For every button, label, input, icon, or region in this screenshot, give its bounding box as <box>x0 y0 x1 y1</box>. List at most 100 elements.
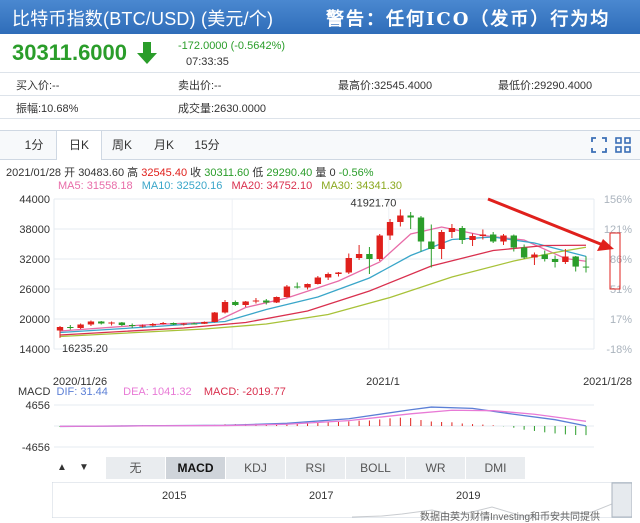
pct-tick-label: -18% <box>606 344 632 356</box>
candle-body <box>139 325 146 327</box>
tab-monthly[interactable]: 月K <box>153 138 174 152</box>
candle-body <box>397 215 404 222</box>
candle-body <box>324 274 332 278</box>
ohlc-high: 32545.40 <box>141 167 188 179</box>
x-tick-label: 2020/11/26 <box>53 376 107 388</box>
indicator-button-0[interactable]: 无 <box>106 457 166 479</box>
dif-label: DIF: 31.44 <box>56 386 108 398</box>
indicator-button-5[interactable]: WR <box>406 457 466 479</box>
scroll-down-button[interactable]: ▼ <box>79 462 89 473</box>
grid-settings-icon[interactable] <box>614 136 632 154</box>
min-price-annotation: 16235.20 <box>62 343 108 355</box>
indicator-button-3[interactable]: RSI <box>286 457 346 479</box>
candle-body <box>118 322 126 325</box>
ohlc-open: 30483.60 <box>78 167 125 179</box>
x-tick-label: 2021/1 <box>366 376 400 388</box>
tab-daily[interactable]: 日K <box>56 131 102 160</box>
indicator-button-1[interactable]: MACD <box>166 457 226 479</box>
candle-body <box>376 235 383 259</box>
volume: 成交量:2630.0000 <box>178 103 267 115</box>
ma20-label: MA20: 34752.10 <box>231 180 313 192</box>
candle-body <box>67 327 74 328</box>
macd-label: MACD <box>18 386 51 398</box>
candle-body <box>283 286 291 297</box>
candle-body <box>149 324 157 326</box>
ohlc-readout: 2021/01/28 开 30483.60 高 32545.40 收 30311… <box>6 164 373 180</box>
ma5-label: MA5: 31558.18 <box>58 180 133 192</box>
candle-body <box>355 254 363 258</box>
indicator-button-2[interactable]: KDJ <box>226 457 286 479</box>
candle-body <box>407 215 414 218</box>
y-tick-label: 32000 <box>19 254 50 266</box>
candle-body <box>469 236 476 240</box>
candle-body <box>128 325 136 326</box>
dif-line <box>59 406 587 428</box>
candle-body <box>551 259 559 262</box>
y-tick-label: 14000 <box>19 344 50 356</box>
macd-y-tick: -4656 <box>22 442 50 453</box>
tab-weekly[interactable]: 周K <box>111 138 132 152</box>
ohlc-open-label: 开 <box>64 167 76 179</box>
pct-tick-label: 156% <box>604 194 632 206</box>
price-change: -172.0000 (-0.5642%) <box>178 40 286 52</box>
ma30-line <box>59 246 587 338</box>
high-price: 最高价:32545.4000 <box>338 80 433 92</box>
candle-body <box>211 312 218 322</box>
candle-body <box>345 258 352 273</box>
candle-body <box>180 323 187 325</box>
ma10-label: MA10: 32520.16 <box>141 180 223 192</box>
candle-body <box>572 256 579 267</box>
x-tick-label: 2021/1/28 <box>583 376 632 388</box>
last-price: 30311.6000 <box>12 40 128 65</box>
ohlc-low: 29290.40 <box>266 167 313 179</box>
tab-15min[interactable]: 15分 <box>194 138 220 152</box>
candle-body <box>500 235 507 242</box>
candle-body <box>108 322 115 324</box>
ma30-label: MA30: 34341.30 <box>321 180 403 192</box>
y-tick-label: 44000 <box>19 194 50 206</box>
ohlc-high-label: 高 <box>127 167 139 179</box>
pct-tick-label: 17% <box>610 314 632 326</box>
timeline-year-label: 2017 <box>309 490 334 502</box>
data-source-watermark: 数据由英为财情Investing和币安共同提供 <box>420 512 601 523</box>
candle-body <box>459 228 466 240</box>
candle-body <box>314 277 322 284</box>
candle-body <box>221 302 229 313</box>
ohlc-vol: 0 <box>329 167 336 179</box>
fullscreen-icon[interactable] <box>590 136 608 154</box>
candle-body <box>77 324 84 328</box>
sell-price: 卖出价:-- <box>178 80 222 92</box>
max-price-annotation: 41921.70 <box>350 197 396 209</box>
indicator-button-4[interactable]: BOLL <box>346 457 406 479</box>
candle-body <box>242 301 249 305</box>
header-bar: 比特币指数(BTC/USD) (美元/个) 警告：任何ICO（发币）行为均 <box>0 0 640 34</box>
candle-body <box>438 232 445 249</box>
timeframe-tabs: 1分 日K 周K 月K 15分 <box>0 130 640 160</box>
ohlc-close-label: 收 <box>190 167 202 179</box>
candle-body <box>294 286 301 288</box>
dea-line <box>59 409 587 428</box>
timeline-navigator[interactable] <box>52 482 632 518</box>
ohlc-close: 30311.60 <box>204 167 250 179</box>
quote-info-row: 振幅:10.68% 成交量:2630.0000 <box>0 96 640 119</box>
candle-body <box>190 323 198 325</box>
candle-body <box>428 241 435 249</box>
candle-body <box>386 222 394 236</box>
candle-body <box>562 256 569 262</box>
indicator-button-6[interactable]: DMI <box>466 457 526 479</box>
candle-body <box>520 247 528 258</box>
candle-body <box>366 254 373 259</box>
price-down-arrow-icon <box>137 42 157 64</box>
candle-body <box>252 300 260 302</box>
scroll-up-button[interactable]: ▲ <box>57 462 67 473</box>
indicator-toolbar: ▲ ▼ 无 MACD KDJ RSI BOLL WR DMI <box>52 457 632 479</box>
ohlc-pct: -0.56% <box>338 167 374 179</box>
tab-1min[interactable]: 1分 <box>24 138 44 152</box>
pct-tick-label: 51% <box>610 284 632 296</box>
y-tick-label: 38000 <box>19 224 50 236</box>
y-tick-label: 20000 <box>19 314 50 326</box>
candle-body <box>541 254 548 259</box>
candle-body <box>201 322 208 324</box>
y-tick-label: 26000 <box>19 284 50 296</box>
pct-tick-label: 121% <box>604 224 632 236</box>
